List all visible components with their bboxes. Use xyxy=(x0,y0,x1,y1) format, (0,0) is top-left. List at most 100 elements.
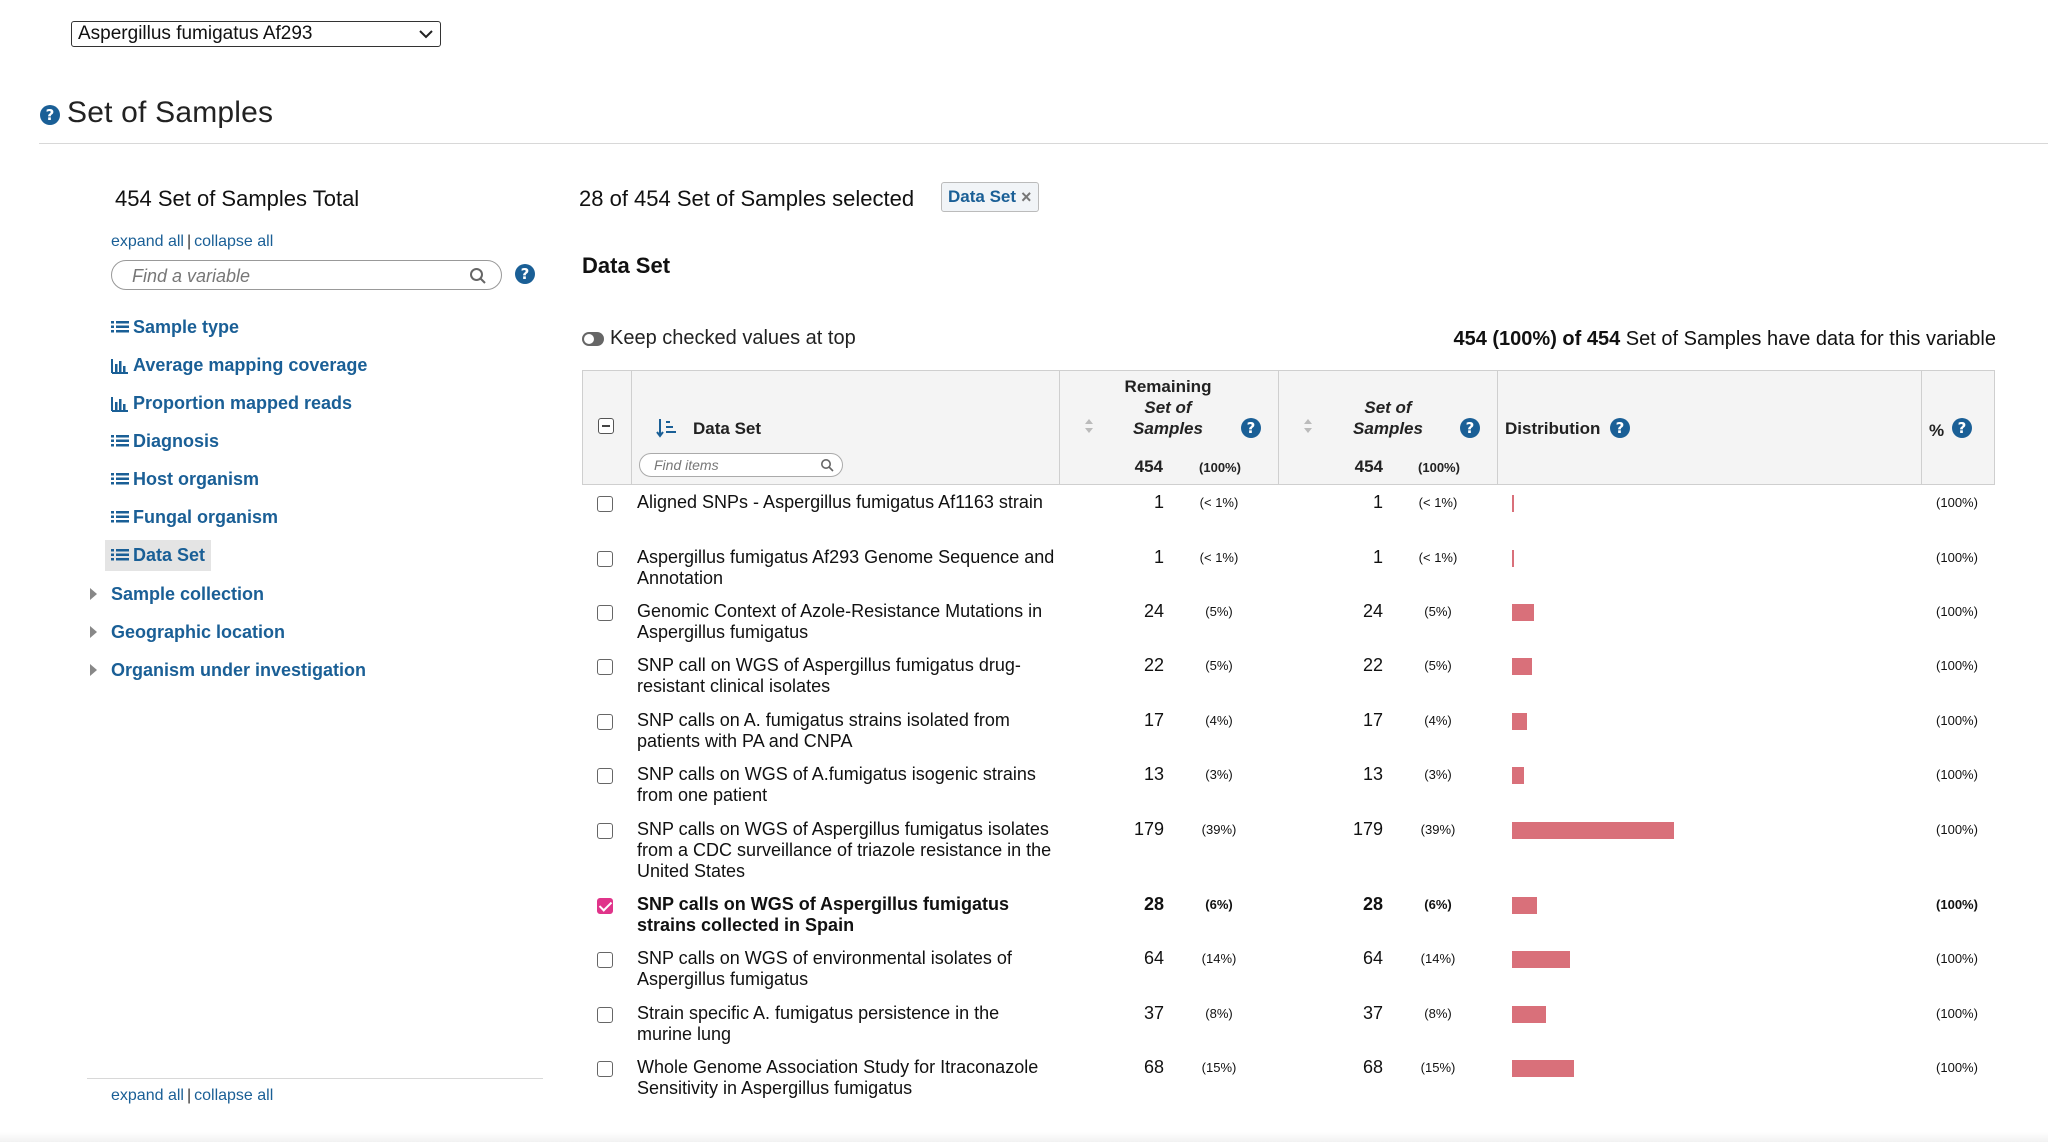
sidebar-item-label: Data Set xyxy=(133,545,206,565)
distribution-bar xyxy=(1512,1006,1546,1023)
row-label: SNP calls on WGS of environmental isolat… xyxy=(637,948,1012,989)
row-label: Aspergillus fumigatus Af293 Genome Seque… xyxy=(637,547,1055,588)
row-pct: (100%) xyxy=(1936,713,1978,728)
sort-arrows-icon[interactable] xyxy=(1303,418,1313,434)
row-checkbox[interactable] xyxy=(597,823,613,839)
organism-select[interactable]: Aspergillus fumigatus Af293 xyxy=(71,21,441,47)
table-header: Data Set Find items Remaining Set of Sam… xyxy=(582,370,1995,485)
sort-icon[interactable] xyxy=(656,417,678,439)
row-count-pct: (3%) xyxy=(1424,767,1452,782)
row-checkbox[interactable] xyxy=(597,898,613,914)
list-icon xyxy=(111,320,129,332)
svg-text:?: ? xyxy=(46,106,55,124)
organism-select-value: Aspergillus fumigatus Af293 xyxy=(78,23,313,44)
sidebar-group-organism-under-investigation[interactable]: Organism under investigation xyxy=(90,656,366,684)
distribution-bar xyxy=(1512,713,1527,730)
row-checkbox[interactable] xyxy=(597,659,613,675)
row-pct: (100%) xyxy=(1936,550,1978,565)
row-checkbox[interactable] xyxy=(597,551,613,567)
coverage-summary: 454 (100%) of 454 Set of Samples have da… xyxy=(1453,328,1996,351)
row-count: 179 xyxy=(1352,819,1383,839)
row-remaining: 28 xyxy=(1143,894,1164,914)
distribution-bar xyxy=(1512,897,1537,914)
sidebar-item-data-set[interactable]: Data Set xyxy=(105,540,212,571)
row-pct: (100%) xyxy=(1936,495,1978,510)
filter-chip[interactable]: Data Set × xyxy=(941,182,1039,212)
expand-collapse-bottom: expand all | collapse all xyxy=(111,1087,273,1105)
keep-checked-toggle[interactable]: Keep checked values at top xyxy=(582,327,856,350)
distribution-bar xyxy=(1512,658,1532,675)
column-header-remaining-line3: Samples xyxy=(1133,419,1203,438)
distribution-bar xyxy=(1512,951,1570,968)
keep-checked-label: Keep checked values at top xyxy=(610,327,856,349)
help-icon[interactable]: ? xyxy=(1952,418,1972,438)
expand-triangle-icon[interactable] xyxy=(90,664,97,676)
sidebar-item-average-mapping-coverage[interactable]: Average mapping coverage xyxy=(105,350,373,381)
sidebar-item-host-organism[interactable]: Host organism xyxy=(105,464,265,495)
row-checkbox[interactable] xyxy=(597,952,613,968)
collapse-all-link[interactable]: collapse all xyxy=(194,233,274,250)
toggle-switch[interactable] xyxy=(582,331,604,346)
row-checkbox[interactable] xyxy=(597,1007,613,1023)
help-icon[interactable]: ? xyxy=(1241,418,1261,438)
sidebar-group-geographic-location[interactable]: Geographic location xyxy=(90,618,285,646)
row-remaining-pct: (39%) xyxy=(1201,822,1237,837)
row-checkbox[interactable] xyxy=(597,1061,613,1077)
row-remaining: 13 xyxy=(1143,764,1164,784)
row-count-pct: (< 1%) xyxy=(1418,550,1458,565)
sidebar-item-proportion-mapped-reads[interactable]: Proportion mapped reads xyxy=(105,388,358,419)
page-bottom-edge xyxy=(0,1132,2048,1142)
svg-text:?: ? xyxy=(521,265,530,283)
help-icon[interactable]: ? xyxy=(39,104,61,126)
column-header-percent: % xyxy=(1929,421,1945,440)
variable-title: Data Set xyxy=(582,253,671,278)
column-header-set-line1: Set of xyxy=(1364,398,1412,417)
close-icon[interactable]: × xyxy=(1021,186,1032,207)
list-icon xyxy=(111,548,129,560)
select-all-checkbox[interactable] xyxy=(598,418,614,434)
expand-all-link[interactable]: expand all xyxy=(111,233,184,250)
row-pct: (100%) xyxy=(1936,658,1978,673)
collapse-all-link[interactable]: collapse all xyxy=(194,1087,274,1104)
sidebar-group-sample-collection[interactable]: Sample collection xyxy=(90,580,264,608)
total-remaining: 454 xyxy=(1134,457,1163,476)
expand-collapse-top: expand all | collapse all xyxy=(111,233,273,251)
sidebar-item-fungal-organism[interactable]: Fungal organism xyxy=(105,502,284,533)
sort-arrows-icon[interactable] xyxy=(1084,418,1094,434)
filter-chip-label: Data Set xyxy=(948,187,1017,206)
find-items-input[interactable]: Find items xyxy=(639,453,843,477)
row-count-pct: (4%) xyxy=(1424,713,1452,728)
row-remaining: 1 xyxy=(1153,547,1164,567)
total-set: 454 xyxy=(1354,457,1383,476)
row-count: 22 xyxy=(1362,655,1383,675)
help-icon[interactable]: ? xyxy=(1460,418,1480,438)
distribution-bar xyxy=(1512,1060,1574,1077)
row-count-pct: (8%) xyxy=(1424,1006,1452,1021)
list-icon xyxy=(111,434,129,446)
expand-all-link[interactable]: expand all xyxy=(111,1087,184,1104)
row-pct: (100%) xyxy=(1936,604,1978,619)
help-icon[interactable]: ? xyxy=(1610,418,1630,438)
variable-search-input[interactable]: Find a variable xyxy=(111,260,502,290)
distribution-bar xyxy=(1512,604,1534,621)
expand-triangle-icon[interactable] xyxy=(90,626,97,638)
row-remaining: 24 xyxy=(1143,601,1164,621)
help-icon[interactable]: ? xyxy=(514,263,536,285)
row-count-pct: (< 1%) xyxy=(1418,495,1458,510)
row-label: SNP call on WGS of Aspergillus fumigatus… xyxy=(637,655,1021,696)
sidebar-item-label: Fungal organism xyxy=(133,507,279,527)
row-label: SNP calls on WGS of Aspergillus fumigatu… xyxy=(637,894,1010,935)
row-pct: (100%) xyxy=(1936,897,1978,912)
row-label: Aligned SNPs - Aspergillus fumigatus Af1… xyxy=(637,492,1043,512)
row-checkbox[interactable] xyxy=(597,496,613,512)
variable-search-placeholder: Find a variable xyxy=(132,266,251,286)
distribution-bar xyxy=(1512,495,1514,512)
row-checkbox[interactable] xyxy=(597,605,613,621)
column-header-data-set[interactable]: Data Set xyxy=(693,419,762,438)
row-checkbox[interactable] xyxy=(597,714,613,730)
sidebar-item-diagnosis[interactable]: Diagnosis xyxy=(105,426,225,457)
row-pct: (100%) xyxy=(1936,822,1978,837)
expand-triangle-icon[interactable] xyxy=(90,588,97,600)
sidebar-item-sample-type[interactable]: Sample type xyxy=(105,312,245,343)
row-checkbox[interactable] xyxy=(597,768,613,784)
